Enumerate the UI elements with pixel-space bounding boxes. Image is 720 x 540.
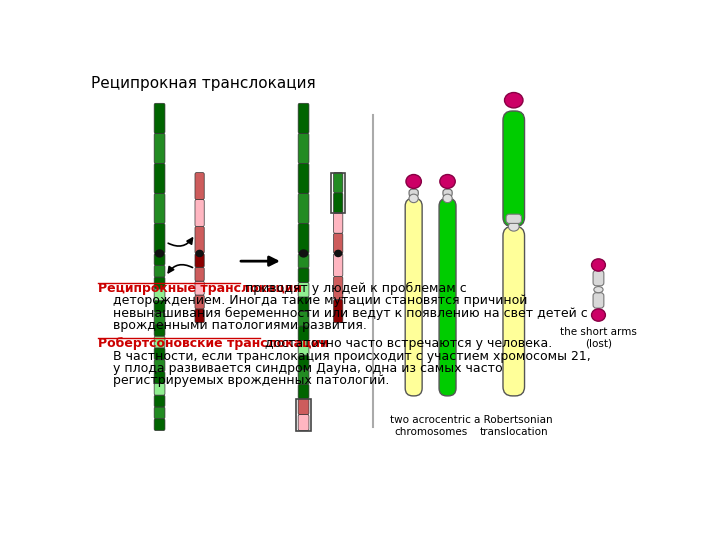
FancyBboxPatch shape xyxy=(195,173,204,200)
Ellipse shape xyxy=(300,250,307,257)
FancyBboxPatch shape xyxy=(154,418,165,430)
FancyBboxPatch shape xyxy=(333,276,343,300)
FancyBboxPatch shape xyxy=(333,300,343,323)
FancyBboxPatch shape xyxy=(298,312,309,326)
FancyBboxPatch shape xyxy=(298,399,309,415)
FancyBboxPatch shape xyxy=(298,297,309,312)
FancyBboxPatch shape xyxy=(298,326,309,341)
Bar xyxy=(331,173,345,213)
Text: деторождением. Иногда такие мутации становятся причиной: деторождением. Иногда такие мутации стан… xyxy=(113,294,528,307)
FancyBboxPatch shape xyxy=(298,133,309,164)
Ellipse shape xyxy=(156,250,163,257)
Text: Реципрокные транслокации: Реципрокные транслокации xyxy=(98,282,302,295)
Text: приводят у людей к проблемам с: приводят у людей к проблемам с xyxy=(241,282,467,295)
FancyBboxPatch shape xyxy=(154,164,165,193)
FancyBboxPatch shape xyxy=(405,198,422,396)
Text: регистрируемых врожденных патологий.: регистрируемых врожденных патологий. xyxy=(113,374,390,387)
Ellipse shape xyxy=(409,194,418,202)
FancyBboxPatch shape xyxy=(409,189,418,197)
FancyBboxPatch shape xyxy=(154,289,165,301)
FancyBboxPatch shape xyxy=(154,372,165,383)
Ellipse shape xyxy=(592,259,606,271)
FancyBboxPatch shape xyxy=(154,253,165,265)
FancyBboxPatch shape xyxy=(298,415,309,430)
Text: Реципрокная транслокация: Реципрокная транслокация xyxy=(91,76,316,91)
FancyBboxPatch shape xyxy=(154,336,165,348)
Text: врожденными патологиями развития.: врожденными патологиями развития. xyxy=(113,319,367,332)
FancyBboxPatch shape xyxy=(298,369,309,384)
Ellipse shape xyxy=(505,92,523,108)
Ellipse shape xyxy=(406,174,421,188)
FancyBboxPatch shape xyxy=(439,198,456,396)
FancyBboxPatch shape xyxy=(154,325,165,336)
FancyBboxPatch shape xyxy=(195,309,204,323)
Text: достаточно часто встречаются у человека.: достаточно часто встречаются у человека. xyxy=(261,338,552,350)
FancyBboxPatch shape xyxy=(298,193,309,224)
FancyBboxPatch shape xyxy=(154,193,165,224)
FancyBboxPatch shape xyxy=(195,200,204,226)
Ellipse shape xyxy=(196,251,203,256)
Ellipse shape xyxy=(508,222,519,231)
Ellipse shape xyxy=(592,309,606,321)
Ellipse shape xyxy=(594,287,603,293)
FancyBboxPatch shape xyxy=(195,281,204,295)
FancyBboxPatch shape xyxy=(154,383,165,395)
FancyBboxPatch shape xyxy=(154,313,165,325)
FancyBboxPatch shape xyxy=(154,265,165,277)
FancyBboxPatch shape xyxy=(333,213,343,233)
FancyBboxPatch shape xyxy=(154,360,165,372)
FancyBboxPatch shape xyxy=(195,267,204,281)
Text: Робертсоновские транслокации: Робертсоновские транслокации xyxy=(98,338,328,350)
FancyBboxPatch shape xyxy=(503,226,525,396)
FancyBboxPatch shape xyxy=(298,224,309,253)
FancyBboxPatch shape xyxy=(154,133,165,164)
FancyBboxPatch shape xyxy=(593,293,604,308)
Ellipse shape xyxy=(335,251,342,256)
FancyBboxPatch shape xyxy=(154,103,165,133)
Text: two acrocentric
chromosomes: two acrocentric chromosomes xyxy=(390,415,471,437)
FancyBboxPatch shape xyxy=(154,407,165,419)
FancyBboxPatch shape xyxy=(333,253,343,276)
FancyBboxPatch shape xyxy=(298,384,309,399)
FancyBboxPatch shape xyxy=(298,355,309,369)
FancyBboxPatch shape xyxy=(298,341,309,355)
FancyBboxPatch shape xyxy=(333,193,343,213)
FancyBboxPatch shape xyxy=(503,111,525,226)
Text: у плода развивается синдром Дауна, одна из самых часто: у плода развивается синдром Дауна, одна … xyxy=(113,362,503,375)
FancyBboxPatch shape xyxy=(298,164,309,193)
FancyBboxPatch shape xyxy=(195,253,204,267)
FancyBboxPatch shape xyxy=(333,233,343,253)
FancyBboxPatch shape xyxy=(154,224,165,253)
Text: a Robertsonian
translocation: a Robertsonian translocation xyxy=(474,415,553,437)
FancyBboxPatch shape xyxy=(154,348,165,360)
Text: невынашивания беременности или ведут к появлению на свет детей с: невынашивания беременности или ведут к п… xyxy=(113,307,588,320)
FancyBboxPatch shape xyxy=(298,103,309,133)
FancyBboxPatch shape xyxy=(195,295,204,309)
FancyBboxPatch shape xyxy=(298,253,309,268)
FancyBboxPatch shape xyxy=(154,395,165,407)
FancyBboxPatch shape xyxy=(593,271,604,286)
FancyBboxPatch shape xyxy=(154,301,165,313)
Text: В частности, если транслокация происходит с участием хромосомы 21,: В частности, если транслокация происходи… xyxy=(113,350,591,363)
FancyBboxPatch shape xyxy=(298,268,309,282)
Bar xyxy=(296,399,311,430)
FancyBboxPatch shape xyxy=(298,282,309,297)
FancyBboxPatch shape xyxy=(154,277,165,289)
Ellipse shape xyxy=(440,174,455,188)
Ellipse shape xyxy=(443,194,452,202)
FancyBboxPatch shape xyxy=(333,173,343,193)
FancyBboxPatch shape xyxy=(443,189,452,197)
FancyBboxPatch shape xyxy=(506,214,521,224)
FancyBboxPatch shape xyxy=(195,226,204,253)
Text: the short arms
(lost): the short arms (lost) xyxy=(560,327,637,348)
